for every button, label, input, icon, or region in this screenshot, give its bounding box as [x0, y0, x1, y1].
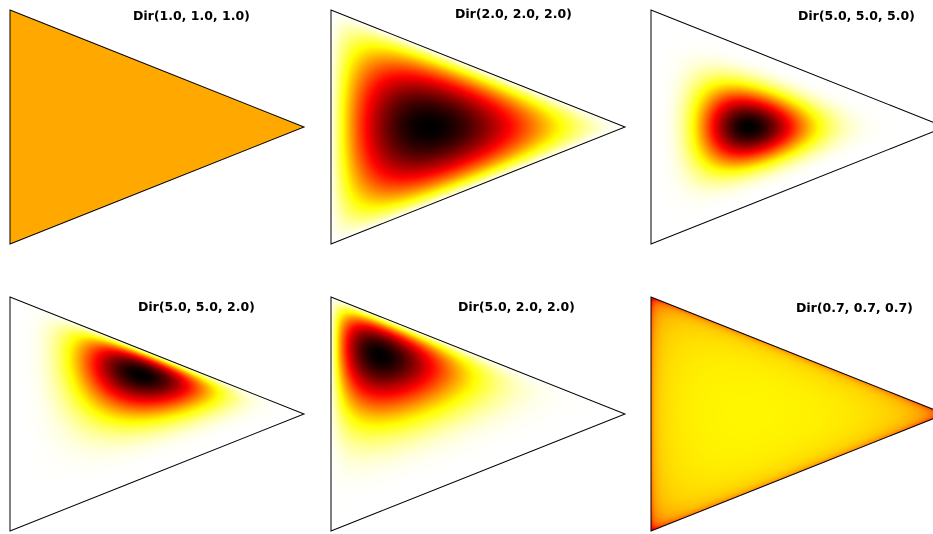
panel-3-title: Dir(5.0, 5.0, 5.0) — [798, 8, 915, 23]
density-heatmap — [331, 297, 625, 531]
density-heatmap — [10, 10, 304, 244]
simplex-plot-2 — [330, 9, 627, 245]
simplex-outline — [650, 296, 933, 532]
simplex-outline — [9, 9, 306, 245]
density-heatmap — [651, 297, 933, 531]
density-heatmap — [331, 10, 625, 244]
panel-5-title: Dir(5.0, 2.0, 2.0) — [458, 299, 575, 314]
panel-6-title: Dir(0.7, 0.7, 0.7) — [796, 300, 913, 315]
simplex-outline — [9, 296, 306, 532]
density-heatmap — [10, 297, 304, 531]
panel-1-title: Dir(1.0, 1.0, 1.0) — [133, 8, 250, 23]
panel-4-title: Dir(5.0, 5.0, 2.0) — [138, 299, 255, 314]
simplex-outline — [650, 9, 933, 245]
simplex-outline — [330, 296, 627, 532]
simplex-outline — [330, 9, 627, 245]
simplex-plot-1 — [9, 9, 306, 245]
simplex-plot-6 — [650, 296, 933, 532]
simplex-plot-4 — [9, 296, 306, 532]
simplex-plot-3 — [650, 9, 933, 245]
simplex-plot-5 — [330, 296, 627, 532]
panel-2-title: Dir(2.0, 2.0, 2.0) — [455, 6, 572, 21]
density-heatmap — [651, 10, 933, 244]
